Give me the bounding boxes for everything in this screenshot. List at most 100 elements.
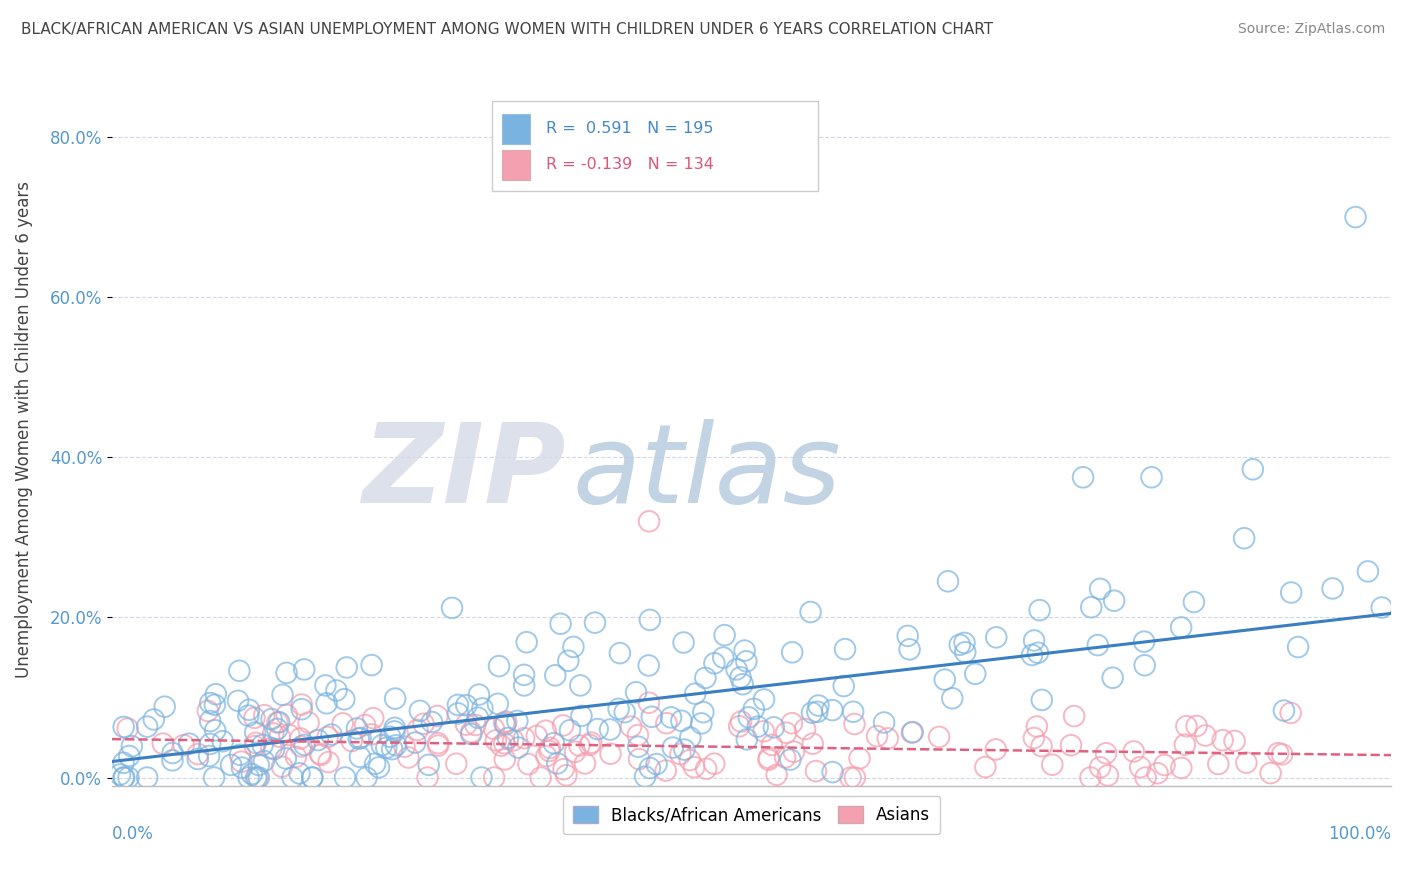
Point xyxy=(941,691,963,706)
Point xyxy=(683,687,706,701)
Point xyxy=(1234,756,1257,770)
Point xyxy=(638,613,661,627)
Point xyxy=(349,731,371,745)
Point xyxy=(307,733,329,747)
Point xyxy=(112,771,135,785)
Point xyxy=(1087,638,1109,652)
Point xyxy=(773,750,796,764)
Point xyxy=(136,720,159,734)
Point xyxy=(627,728,650,742)
Point xyxy=(198,737,221,751)
Point xyxy=(226,694,249,708)
Point xyxy=(464,718,486,732)
Point xyxy=(325,683,347,698)
Point xyxy=(536,749,558,764)
Point xyxy=(412,716,434,731)
Point xyxy=(385,739,408,753)
Point xyxy=(162,746,184,760)
Point xyxy=(204,723,226,738)
Point xyxy=(1133,658,1156,673)
Point xyxy=(271,760,294,774)
Point xyxy=(671,714,693,728)
Text: R = -0.139   N = 134: R = -0.139 N = 134 xyxy=(546,157,713,171)
Point xyxy=(427,739,450,753)
Point xyxy=(240,767,263,781)
Point xyxy=(901,725,924,739)
Point xyxy=(599,723,621,737)
Point xyxy=(381,742,404,756)
Point xyxy=(779,753,801,767)
Point xyxy=(551,718,574,732)
Text: atlas: atlas xyxy=(572,418,841,525)
Point xyxy=(278,728,301,742)
Point xyxy=(409,704,432,718)
Point xyxy=(371,738,394,752)
Point xyxy=(394,739,416,754)
Point xyxy=(692,705,714,719)
Point xyxy=(752,724,775,739)
Point xyxy=(1071,470,1094,484)
Point xyxy=(695,671,717,685)
Point xyxy=(294,738,316,752)
Point xyxy=(516,635,538,649)
Point xyxy=(1170,620,1192,634)
Point xyxy=(735,654,758,668)
Point xyxy=(486,697,509,711)
Point xyxy=(662,740,685,755)
Point xyxy=(1194,729,1216,743)
Point xyxy=(197,704,219,718)
Point xyxy=(574,756,596,771)
Point xyxy=(555,768,578,782)
Point xyxy=(276,707,298,722)
Point xyxy=(628,752,651,766)
Point xyxy=(447,698,470,712)
Text: BLACK/AFRICAN AMERICAN VS ASIAN UNEMPLOYMENT AMONG WOMEN WITH CHILDREN UNDER 6 Y: BLACK/AFRICAN AMERICAN VS ASIAN UNEMPLOY… xyxy=(21,22,993,37)
Point xyxy=(321,728,343,742)
Point xyxy=(281,771,304,785)
Point xyxy=(263,742,285,756)
Point xyxy=(333,771,356,785)
Point xyxy=(581,736,603,750)
Point xyxy=(832,679,855,693)
Point xyxy=(526,729,548,743)
Point xyxy=(152,737,174,751)
Point xyxy=(494,717,516,731)
Point xyxy=(544,668,567,682)
Point xyxy=(844,717,866,731)
Point xyxy=(538,740,561,755)
Point xyxy=(1233,531,1256,545)
Point xyxy=(375,740,398,755)
Point xyxy=(118,749,141,764)
Point xyxy=(1088,760,1111,774)
Point xyxy=(360,727,382,741)
Point xyxy=(1279,585,1302,599)
Point xyxy=(274,751,297,765)
Point xyxy=(112,756,135,770)
Point xyxy=(1040,757,1063,772)
Point xyxy=(780,716,803,731)
Point xyxy=(112,720,135,734)
Point xyxy=(231,761,253,775)
Point xyxy=(262,726,284,740)
Point xyxy=(427,736,450,750)
Point xyxy=(418,757,440,772)
Point xyxy=(266,715,288,730)
Point xyxy=(1267,746,1289,760)
Point xyxy=(703,756,725,771)
Point xyxy=(441,600,464,615)
Point xyxy=(229,747,252,762)
Point xyxy=(586,722,609,736)
Point xyxy=(848,751,870,765)
Point xyxy=(404,735,426,749)
Point xyxy=(316,730,339,744)
Point xyxy=(1182,595,1205,609)
Point xyxy=(801,706,824,720)
Point xyxy=(1206,756,1229,771)
Point xyxy=(578,738,600,752)
Point xyxy=(758,753,780,767)
Point xyxy=(340,734,363,748)
Point xyxy=(187,752,209,766)
Point xyxy=(839,771,862,785)
Point xyxy=(471,701,494,715)
Point xyxy=(117,722,139,736)
